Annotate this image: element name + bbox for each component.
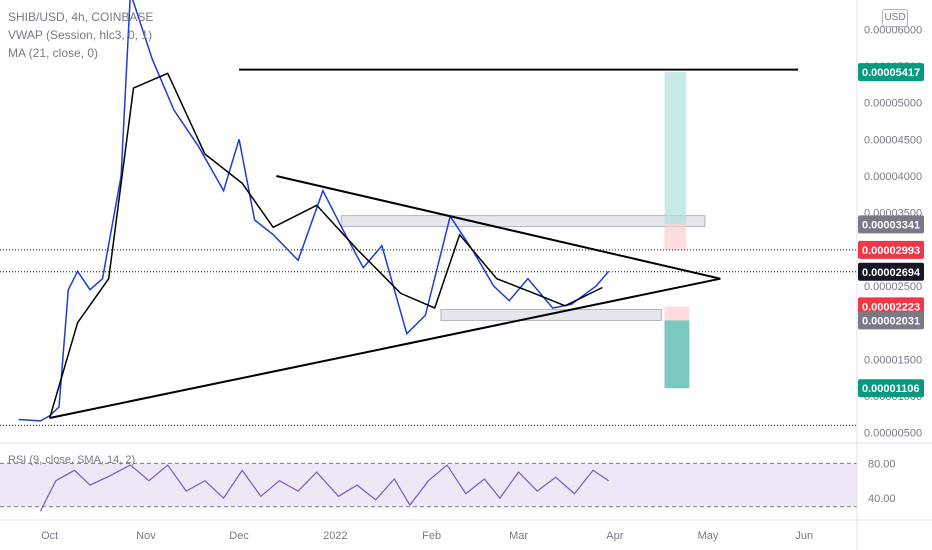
long-stop-zone: [664, 224, 687, 250]
time-tick-label: Feb: [422, 530, 441, 542]
lower-trendline: [49, 277, 721, 419]
rsi-line: [39, 464, 609, 512]
rsi-label[interactable]: RSI (9, close, SMA, 14, 2): [8, 454, 136, 466]
ma-label[interactable]: MA (21, close, 0): [8, 46, 99, 60]
time-tick-label: Apr: [606, 530, 623, 542]
rsi-band: [0, 463, 857, 507]
rsi-tick-label: 80.00: [868, 458, 896, 470]
price-tick-label: 0.00005000: [864, 98, 922, 110]
price-tick-label: 0.00004000: [864, 171, 922, 183]
price-badge-label: 0.00002993: [862, 245, 920, 257]
time-tick-label: Jun: [795, 530, 813, 542]
price-tick-label: 0.00006000: [864, 24, 922, 36]
time-tick-label: Oct: [41, 530, 58, 542]
price-badge-label: 0.00002694: [862, 267, 921, 279]
resistance-zone: [341, 215, 706, 228]
price-badge: [858, 215, 924, 234]
price-tick-label: 0.00001500: [864, 354, 922, 366]
time-tick-label: Nov: [136, 530, 156, 542]
price-badge: [858, 262, 924, 281]
rsi-pane: 80.00 40.00: [0, 442, 932, 512]
trend-drawings[interactable]: [49, 68, 799, 419]
vwap-label[interactable]: VWAP (Session, hlc3, 0, 1): [8, 28, 153, 42]
time-tick-label: Mar: [509, 530, 528, 542]
price-badge: [858, 311, 924, 330]
price-series-layer: [18, 0, 610, 422]
long-target-zone: [664, 72, 687, 225]
time-tick-label: 2022: [323, 530, 347, 542]
rsi-tick-label: 40.00: [868, 493, 896, 505]
short-target-zone: [664, 320, 690, 389]
symbol-label[interactable]: SHIB/USD, 4h, COINBASE: [8, 10, 154, 24]
time-tick-label: Dec: [229, 530, 249, 542]
chart-legend: SHIB/USD, 4h, COINBASE VWAP (Session, hl…: [8, 8, 153, 62]
drawing-zones: [341, 72, 706, 389]
support-zone: [440, 308, 662, 321]
price-badge: [858, 297, 924, 316]
price-line: [18, 0, 610, 422]
short-stop-zone: [664, 306, 690, 321]
price-badge-label: 0.00005417: [862, 67, 920, 79]
price-tick-label: 0.00004500: [864, 134, 922, 146]
ma-line: [48, 72, 603, 419]
price-badge: [858, 379, 924, 398]
price-badge-label: 0.00002223: [862, 301, 920, 313]
price-badge-label: 0.00001106: [862, 383, 920, 395]
time-tick-label: May: [698, 530, 719, 542]
price-badge: [858, 240, 924, 259]
price-badges: 0.00005417 0.00003341 0.00002993 0.00002694…: [858, 63, 924, 398]
price-badge-label: 0.00002031: [862, 315, 920, 327]
price-tick-label: 0.00002500: [864, 281, 922, 293]
price-badge: [858, 63, 924, 82]
reference-lines: [0, 249, 857, 426]
price-tick-label: 0.00000500: [864, 428, 922, 440]
price-badge-label: 0.00003341: [862, 219, 920, 231]
currency-button[interactable]: USD: [882, 9, 908, 27]
upper-trendline: [276, 175, 721, 280]
